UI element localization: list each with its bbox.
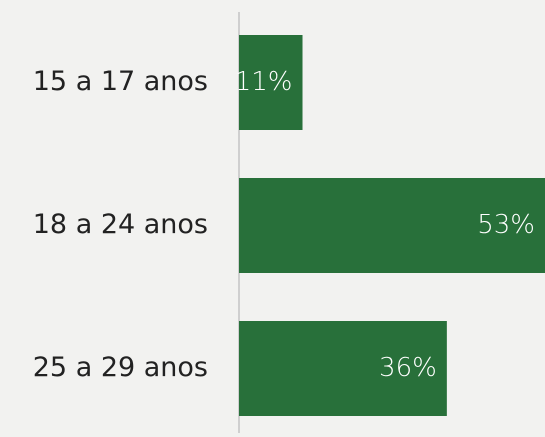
category-label: 18 a 24 anos	[33, 209, 208, 240]
value-label: 36%	[379, 353, 437, 383]
value-label: 53%	[477, 210, 535, 240]
bar	[239, 178, 545, 273]
category-label: 25 a 29 anos	[33, 352, 208, 383]
bar	[239, 35, 303, 130]
value-label: 11%	[235, 67, 293, 97]
category-label: 15 a 17 anos	[33, 66, 208, 97]
bar	[239, 321, 447, 416]
